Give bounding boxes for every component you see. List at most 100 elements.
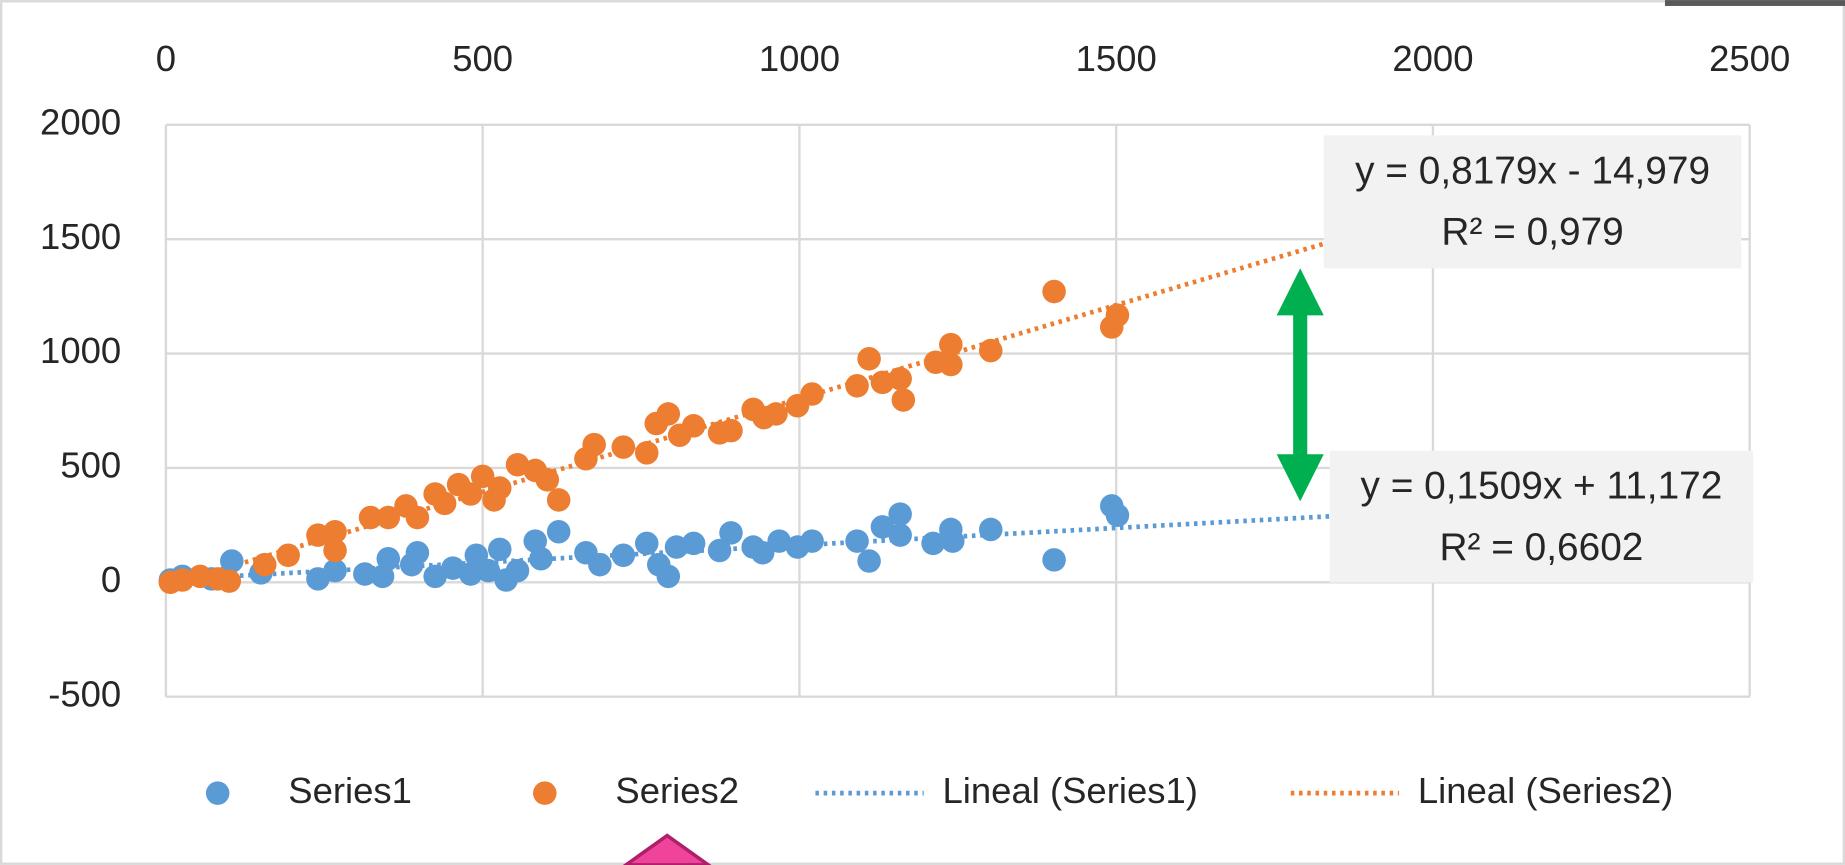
point — [767, 529, 791, 553]
legend-marker — [533, 781, 557, 805]
point — [488, 476, 512, 500]
point — [323, 519, 347, 544]
trendline-equation: y = 0,1509x + 11,172 — [1361, 465, 1723, 508]
point — [611, 543, 636, 568]
point — [1042, 279, 1066, 304]
point — [170, 568, 195, 592]
point — [353, 562, 377, 586]
trendline-r2: R² = 0,6602 — [1439, 526, 1643, 569]
point — [582, 432, 606, 457]
point — [529, 546, 553, 571]
point — [800, 382, 824, 406]
point — [634, 531, 659, 556]
y-tick-label: 500 — [60, 445, 121, 486]
legend-label: Lineal (Series1) — [943, 770, 1198, 811]
point — [546, 488, 571, 512]
point — [470, 464, 495, 489]
point — [888, 366, 912, 391]
x-tick-label: 1000 — [759, 38, 840, 79]
point — [800, 529, 824, 553]
point — [921, 531, 945, 556]
x-tick-label: 2500 — [1709, 38, 1790, 79]
point — [707, 538, 732, 563]
point — [405, 541, 430, 565]
point — [764, 402, 788, 426]
green-arrow — [1276, 268, 1324, 502]
point — [978, 517, 1003, 542]
x-tick-label: 500 — [452, 38, 513, 79]
point — [488, 537, 512, 562]
point — [476, 558, 501, 583]
point — [681, 531, 706, 556]
trendline-equation: y = 0,8179x - 14,979 — [1355, 149, 1710, 192]
point — [719, 521, 743, 545]
annotations: y = 0,1509x + 11,172 R² = 0,6602 y = 0,817… — [1323, 135, 1754, 583]
point — [1105, 303, 1130, 327]
point — [656, 564, 681, 589]
legend: Series1 Series2 Lineal (Series1) Lineal (Se… — [205, 770, 1673, 811]
point — [588, 552, 612, 577]
point — [252, 552, 277, 577]
point — [1105, 503, 1130, 528]
y-tick-label: 2000 — [40, 101, 121, 142]
point — [870, 370, 895, 395]
legend-marker — [205, 781, 230, 805]
point — [505, 452, 530, 477]
point — [978, 338, 1003, 363]
point — [505, 558, 530, 583]
equation-box — [1329, 450, 1754, 583]
y-tick-label: -500 — [48, 673, 121, 714]
point — [432, 491, 457, 516]
legend-label: Series2 — [615, 770, 739, 811]
point — [656, 402, 681, 426]
point — [719, 418, 743, 443]
y-tick-label: 1500 — [40, 216, 121, 257]
marks — [158, 241, 1330, 595]
y-tick-label: 1000 — [40, 330, 121, 371]
point — [358, 505, 383, 530]
point — [1042, 548, 1066, 572]
point — [546, 519, 571, 544]
point — [323, 538, 347, 563]
point — [940, 529, 965, 553]
point — [376, 546, 401, 571]
point — [845, 374, 869, 398]
point — [405, 505, 430, 530]
point — [939, 352, 963, 377]
point — [888, 502, 912, 526]
point — [376, 505, 401, 530]
point — [750, 541, 775, 565]
point — [870, 515, 895, 539]
point — [939, 332, 963, 357]
point — [611, 435, 636, 459]
x-tick-label: 2000 — [1392, 38, 1473, 79]
x-tick-label: 1500 — [1076, 38, 1157, 79]
legend-label: Lineal (Series2) — [1418, 770, 1673, 811]
point — [458, 482, 483, 506]
point — [681, 414, 706, 438]
point — [458, 562, 483, 586]
point — [535, 468, 560, 492]
equation-box — [1323, 135, 1742, 269]
point — [891, 388, 916, 412]
trendline-r2: R² = 0,979 — [1441, 210, 1623, 253]
point — [276, 543, 300, 568]
point — [634, 441, 659, 465]
point — [188, 564, 212, 589]
window-edge — [1664, 0, 1845, 6]
point — [857, 347, 881, 371]
point — [441, 556, 465, 580]
y-tick-label: 0 — [101, 559, 121, 600]
legend-label: Series1 — [288, 770, 412, 811]
point — [423, 564, 447, 589]
point — [857, 549, 881, 573]
point — [845, 529, 869, 553]
point — [217, 569, 242, 593]
point — [220, 549, 244, 573]
point — [888, 523, 912, 547]
x-tick-label: 0 — [156, 38, 176, 79]
